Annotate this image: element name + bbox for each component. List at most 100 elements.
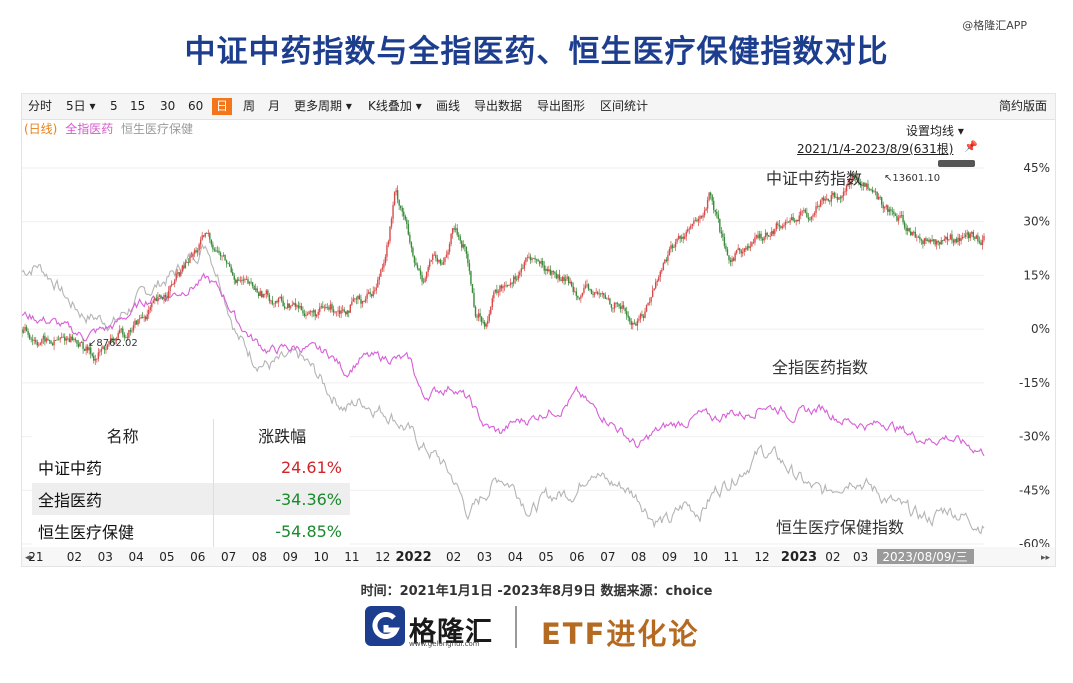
candle-body <box>210 239 213 245</box>
candle-body <box>818 206 820 207</box>
candle-body <box>215 250 217 252</box>
candle-body <box>76 340 78 344</box>
candle-body <box>96 358 98 360</box>
range-slider-handle[interactable] <box>938 160 975 167</box>
series-label: 全指医药指数 <box>772 358 868 377</box>
overlay-kline-menu[interactable]: K线叠加 ▾ <box>368 99 422 113</box>
candle-body <box>856 177 858 180</box>
candle-body <box>974 237 976 239</box>
candle-body <box>316 314 318 317</box>
candle-body <box>612 307 614 309</box>
candle-body <box>265 290 268 294</box>
candle-body <box>268 295 271 301</box>
candle-body <box>619 306 622 309</box>
candle-body <box>68 338 71 343</box>
candle-body <box>525 258 527 263</box>
row-change: -54.85% <box>213 515 350 547</box>
candle-body <box>961 236 964 239</box>
candle-body <box>285 307 287 309</box>
legend-hengsheng[interactable]: 恒生医疗保健 <box>121 122 194 136</box>
export-data-button[interactable]: 导出数据 <box>474 99 523 113</box>
candle-body <box>502 286 504 289</box>
candle-body <box>674 242 677 247</box>
candle-body <box>764 232 767 238</box>
candle-body <box>25 326 28 332</box>
candle-body <box>181 265 184 272</box>
pin-icon[interactable]: 📌 <box>964 140 978 153</box>
hengsheng-series <box>22 243 985 535</box>
candle-body <box>581 292 584 296</box>
candle-body <box>587 284 590 290</box>
moving-average-settings[interactable]: 设置均线 ▾ <box>906 124 964 138</box>
tab-weekly[interactable]: 周 <box>243 99 256 113</box>
draw-line-button[interactable]: 画线 <box>436 99 461 113</box>
candle-body <box>300 305 303 311</box>
candle-body <box>913 231 915 233</box>
candle-body <box>699 216 701 220</box>
tab-15min[interactable]: 15 <box>130 99 146 113</box>
candle-body <box>485 323 487 327</box>
candle-body <box>345 311 347 315</box>
candle-body <box>447 251 449 255</box>
candle-body <box>954 238 956 243</box>
candle-body <box>322 306 324 308</box>
candle-body <box>897 217 900 221</box>
scroll-right-icon[interactable]: ▸▸ <box>1041 553 1051 563</box>
candle-body <box>253 286 255 291</box>
candle-body <box>360 299 362 304</box>
more-periods-menu[interactable]: 更多周期 ▾ <box>294 99 352 113</box>
candle-body <box>919 236 921 240</box>
candle-body <box>213 249 216 251</box>
candle-body <box>654 282 657 289</box>
candle-body <box>780 226 782 228</box>
candle-body <box>100 349 103 352</box>
export-image-button[interactable]: 导出图形 <box>537 99 586 113</box>
candle-body <box>383 263 385 268</box>
candle-body <box>427 266 429 273</box>
scroll-left-icon[interactable]: ◂▸ <box>25 553 35 563</box>
candle-body <box>661 270 663 272</box>
candle-body <box>149 307 151 310</box>
candle-body <box>138 318 141 320</box>
simple-layout-button[interactable]: 简约版面 <box>998 99 1047 113</box>
candle-body <box>334 311 336 313</box>
candle-body <box>514 276 516 280</box>
x-tick-label: 07 <box>221 550 236 564</box>
candle-body <box>593 292 596 295</box>
tab-daily[interactable]: 日 <box>212 98 233 115</box>
candle-body <box>166 296 168 299</box>
legend-quanzhi[interactable]: 全指医药 <box>65 122 114 136</box>
y-tick-label: 30% <box>1023 215 1050 229</box>
candle-body <box>195 250 197 253</box>
y-tick-label: 45% <box>1023 161 1050 175</box>
tab-intraday[interactable]: 分时 <box>28 99 53 113</box>
candle-body <box>645 305 648 312</box>
candle-body <box>71 336 74 340</box>
range-stats-button[interactable]: 区间统计 <box>600 99 649 113</box>
candle-body <box>279 296 281 298</box>
candle-body <box>126 336 129 338</box>
candle-body <box>314 310 316 317</box>
candle-body <box>151 302 153 308</box>
candle-body <box>931 239 933 242</box>
candle-body <box>812 215 814 217</box>
candle-body <box>772 231 774 234</box>
tab-5day[interactable]: 5日 ▾ <box>66 99 96 113</box>
candle-body <box>845 185 848 192</box>
candle-body <box>73 338 75 340</box>
candle-body <box>920 239 923 241</box>
candle-body <box>245 279 248 281</box>
candle-body <box>754 237 756 243</box>
candle-body <box>22 330 25 333</box>
candle-body <box>470 271 472 285</box>
tab-30min[interactable]: 30 <box>160 99 176 113</box>
candle-body <box>819 200 822 207</box>
date-range-info[interactable]: 2021/1/4-2023/8/9(631根) <box>797 142 954 156</box>
chart-axes: 45%30%15%0%-15%-30%-45%-60%◂▸ ▸▸21 02 03 04 0… <box>22 161 1055 566</box>
tab-5min[interactable]: 5 <box>110 99 118 113</box>
candle-body <box>144 316 147 320</box>
tab-60min[interactable]: 60 <box>188 99 204 113</box>
candle-body <box>639 314 642 320</box>
candle-body <box>894 214 897 216</box>
tab-monthly[interactable]: 月 <box>268 99 281 113</box>
